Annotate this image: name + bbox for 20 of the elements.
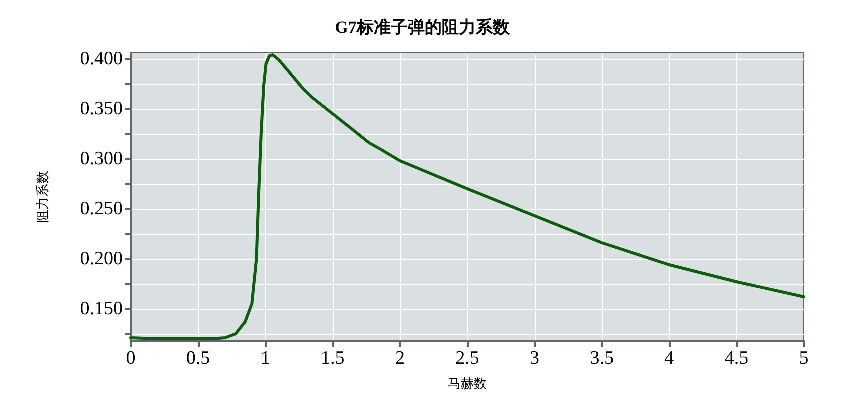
x-tick-label: 4.5 xyxy=(724,348,749,369)
x-tick-label: 0.5 xyxy=(186,348,210,369)
y-tick-label: 0.350 xyxy=(80,98,123,120)
x-tick-label: 2.5 xyxy=(456,348,480,369)
y-tick-label: 0.150 xyxy=(80,298,123,320)
chart-title: G7标准子弹的阻力系数 xyxy=(335,18,511,37)
x-tick-label: 5 xyxy=(799,348,809,369)
y-tick-label: 0.200 xyxy=(80,248,123,270)
x-tick-label: 1.5 xyxy=(321,348,345,369)
y-tick-label: 0.400 xyxy=(80,48,123,70)
x-tick-label: 0 xyxy=(126,348,136,369)
x-tick-label: 3 xyxy=(530,348,540,369)
x-tick-label: 2 xyxy=(395,348,405,369)
x-tick-label: 4 xyxy=(664,348,675,369)
x-axis-title: 马赫数 xyxy=(448,376,487,391)
x-tick-label: 3.5 xyxy=(590,348,614,369)
y-tick-label: 0.300 xyxy=(80,148,123,170)
y-tick-label: 0.250 xyxy=(80,198,123,220)
y-axis-title: 阻力系数 xyxy=(35,171,50,223)
x-tick-label: 1 xyxy=(260,348,270,369)
